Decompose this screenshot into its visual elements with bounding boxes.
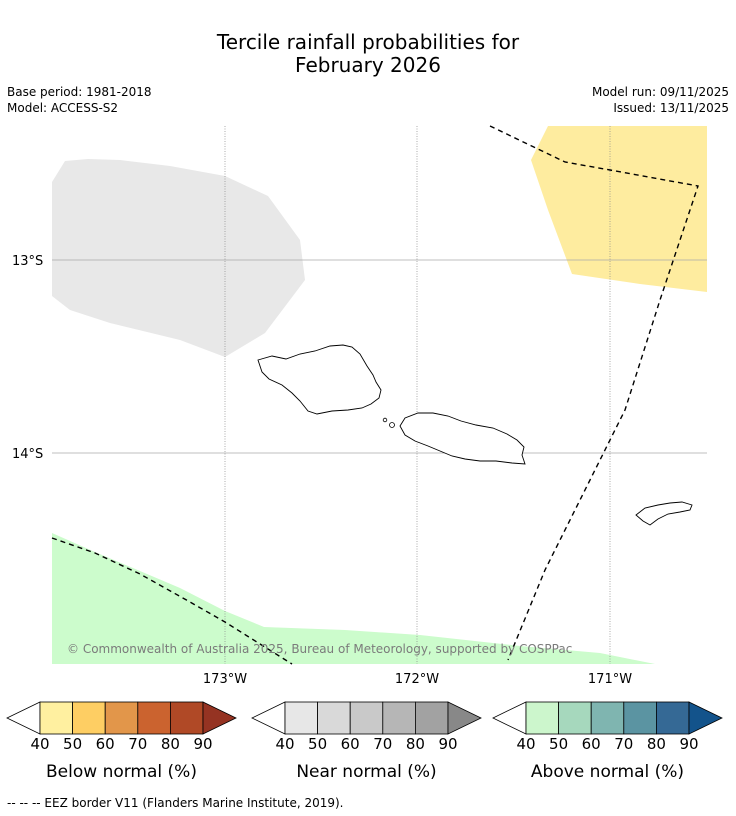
meta-left: Base period: 1981-2018 Model: ACCESS-S2 (7, 84, 152, 116)
colorbar-2-tick-1: 50 (549, 735, 568, 753)
issued-date: Issued: 13/11/2025 (613, 101, 729, 115)
map-title: Tercile rainfall probabilities for Febru… (0, 31, 736, 77)
colorbar-0-tick-1: 50 (63, 735, 82, 753)
colorbar-group: 40 50 60 70 80 90 Below normal (%) 40 50 60 70 80 90… (6, 701, 723, 782)
copyright-note: © Commonwealth of Australia 2025, Bureau… (67, 642, 572, 656)
above-normal-region (52, 533, 655, 664)
colorbar-0-left-extension (6, 701, 41, 735)
lon-label-173: 173°W (203, 672, 247, 687)
colorbar-1-segment-0 (284, 701, 318, 735)
base-period: Base period: 1981-2018 (7, 85, 152, 99)
colorbar-1-right-extension (447, 701, 482, 735)
title-line-2: February 2026 (295, 53, 441, 77)
near-normal-region (52, 159, 305, 357)
colorbar-1-tick-0: 40 (275, 735, 294, 753)
colorbar-2-right-extension (688, 701, 723, 735)
eez-border-south (51, 537, 293, 665)
colorbar-0-label: Below normal (%) (46, 762, 197, 782)
colorbar-2-tick-0: 40 (516, 735, 535, 753)
colorbar-2-tick-2: 60 (582, 735, 601, 753)
colorbar-0-segment-4 (169, 701, 204, 735)
lon-label-171: 171°W (588, 672, 632, 687)
colorbar-0-tick-4: 80 (161, 735, 180, 753)
colorbar-2-left-extension (492, 701, 527, 735)
colorbar-1-tick-1: 50 (308, 735, 327, 753)
colorbar-0-segment-0 (39, 701, 73, 735)
upolu-island (399, 412, 526, 465)
map-area: 13°S 14°S © Commonwealth of Australia 20… (12, 125, 707, 665)
colorbar-1-tick-2: 60 (341, 735, 360, 753)
model-name: Model: ACCESS-S2 (7, 101, 119, 115)
colorbar-1-left-extension (251, 701, 286, 735)
colorbar-2-segment-3 (623, 701, 657, 735)
below-normal-region (531, 126, 707, 292)
lat-label-14: 14°S (12, 447, 43, 462)
colorbar-2-label: Above normal (%) (531, 762, 684, 782)
colorbar-2-segment-0 (525, 701, 559, 735)
colorbar-0-segment-3 (137, 701, 171, 735)
colorbar-0-tick-3: 70 (128, 735, 147, 753)
colorbar-2-segment-2 (590, 701, 625, 735)
colorbar-0-tick-5: 90 (193, 735, 212, 753)
colorbar-2-segment-4 (656, 701, 690, 735)
colorbar-2-segment-1 (558, 701, 592, 735)
manono-island (382, 417, 388, 423)
colorbar-0-segment-1 (72, 701, 106, 735)
model-run: Model run: 09/11/2025 (591, 85, 729, 99)
savaii-island (257, 344, 382, 415)
lat-label-13: 13°S (12, 254, 43, 269)
colorbar-1-segment-4 (414, 701, 449, 735)
meta-right: Model run: 09/11/2025 Issued: 13/11/2025 (592, 84, 729, 116)
colorbar-1-segment-2 (349, 701, 384, 735)
colorbar-0-right-extension (202, 701, 237, 735)
colorbar-1-segment-3 (382, 701, 416, 735)
colorbar-2-tick-3: 70 (614, 735, 633, 753)
colorbar-2-tick-4: 80 (647, 735, 666, 753)
eez-legend-note: -- -- -- EEZ border V11 (Flanders Marine… (7, 796, 344, 810)
colorbar-0-segment-2 (104, 701, 139, 735)
colorbar-1-tick-5: 90 (438, 735, 457, 753)
colorbar-2-tick-5: 90 (679, 735, 698, 753)
apolima-island (389, 422, 395, 428)
colorbar-1-tick-3: 70 (373, 735, 392, 753)
colorbar-1-segment-1 (317, 701, 351, 735)
colorbar-1-tick-4: 80 (406, 735, 425, 753)
colorbar-0-tick-2: 60 (96, 735, 115, 753)
colorbar-0-tick-0: 40 (30, 735, 49, 753)
title-line-1: Tercile rainfall probabilities for (216, 30, 520, 54)
tutuila-island (635, 501, 693, 526)
lon-label-172: 172°W (395, 672, 439, 687)
colorbar-1-label: Near normal (%) (296, 762, 436, 782)
